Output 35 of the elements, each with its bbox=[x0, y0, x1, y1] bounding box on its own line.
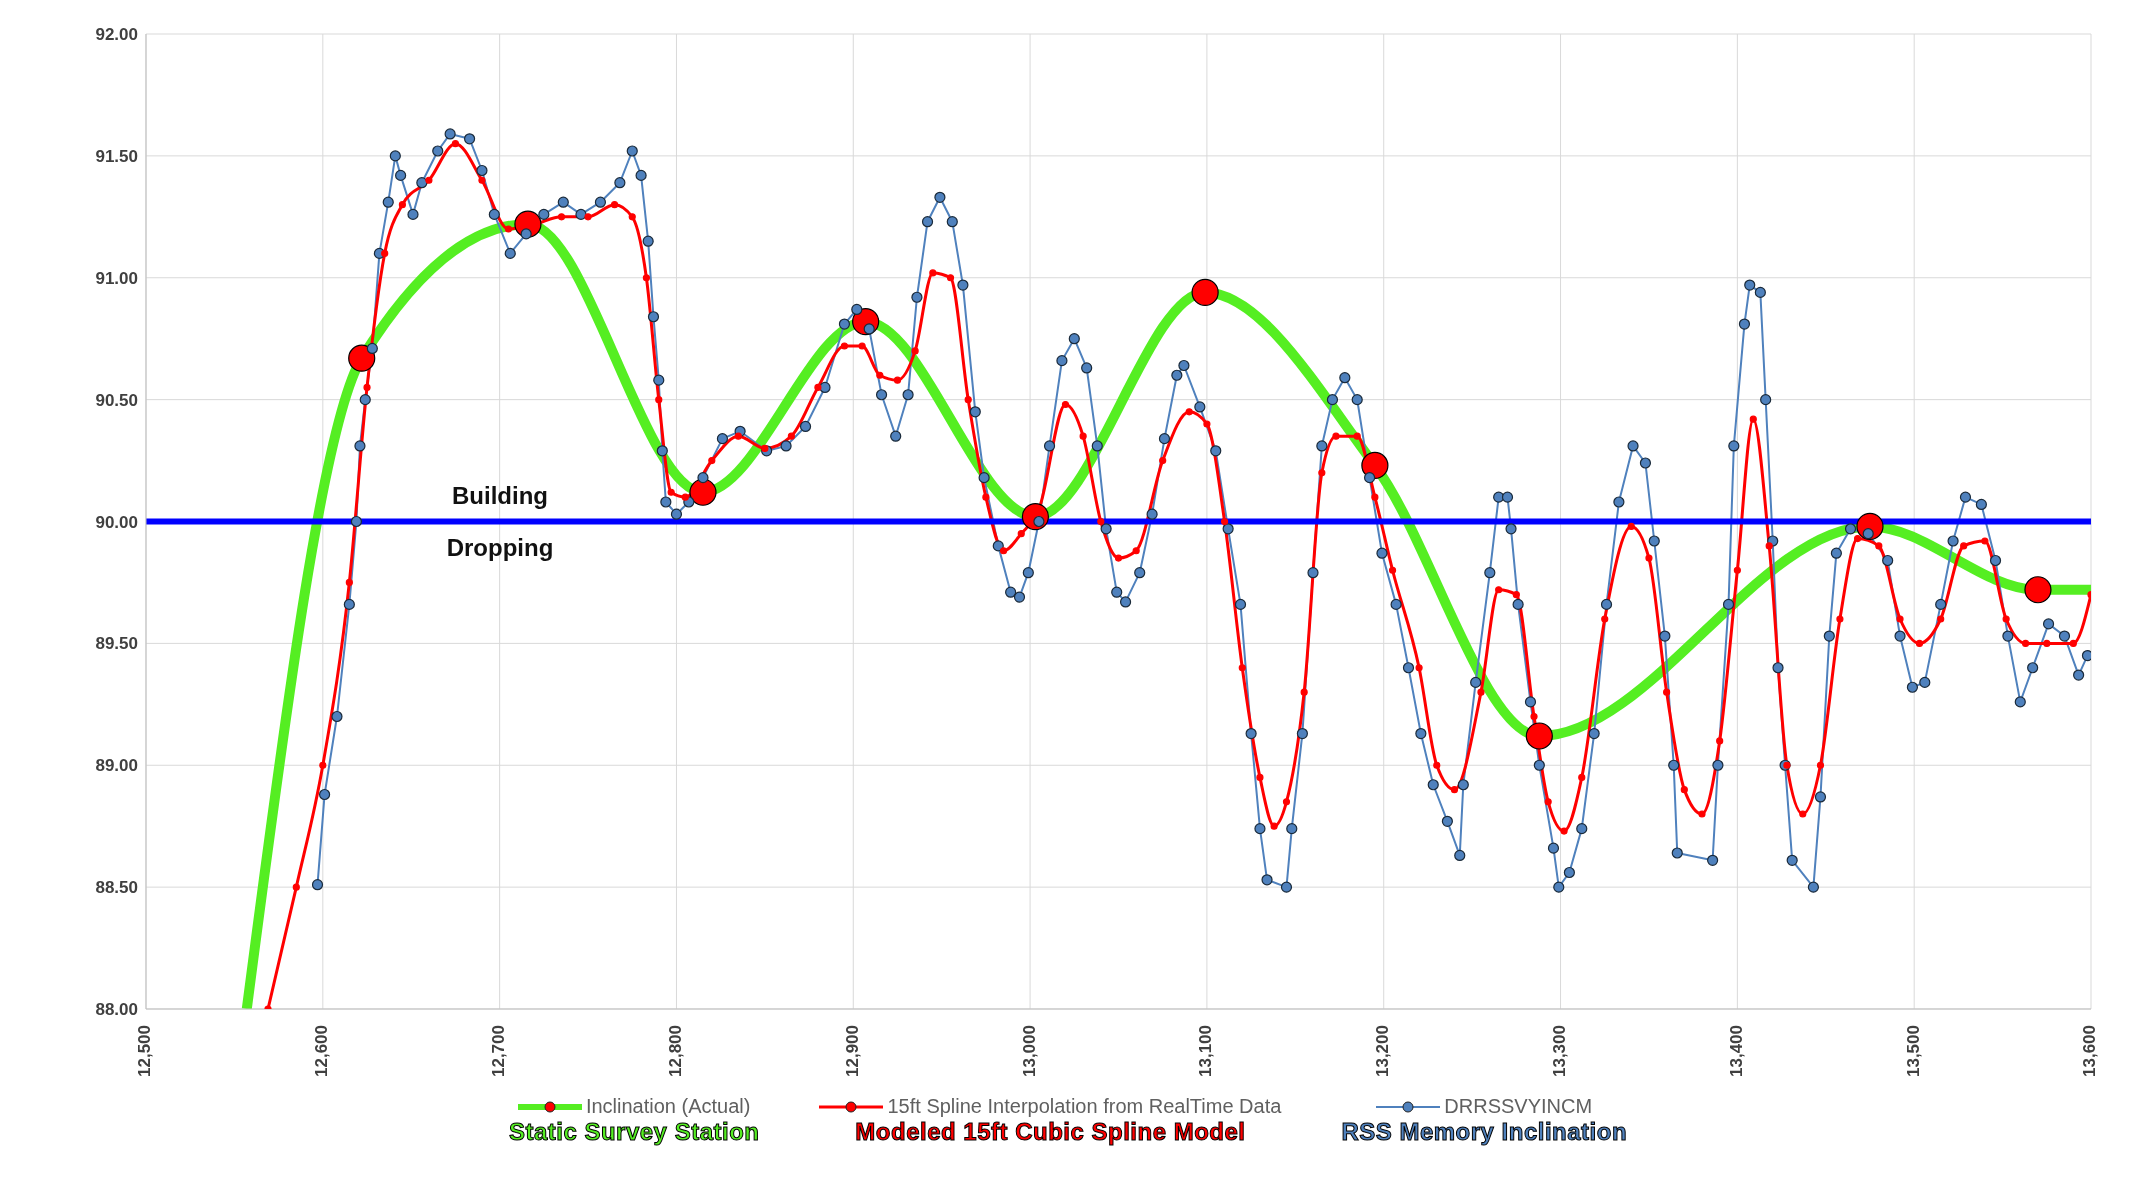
point bbox=[1525, 722, 1553, 750]
legend-label: Inclination (Actual) bbox=[585, 1095, 751, 1118]
x-tick-label: 13,300 bbox=[1550, 1025, 1570, 1077]
x-tick-label: 13,200 bbox=[1373, 1025, 1393, 1077]
x-tick-label: 13,500 bbox=[1903, 1025, 1923, 1077]
x-tick-label: 12,700 bbox=[489, 1025, 509, 1077]
y-tick-label: 90.00 bbox=[95, 512, 138, 532]
x-tick-label: 13,600 bbox=[2080, 1025, 2100, 1077]
point bbox=[1191, 278, 1219, 306]
legend-label: 15ft Spline Interpolation from RealTime Data bbox=[887, 1095, 1282, 1118]
annotation: Building bbox=[451, 481, 549, 510]
point bbox=[348, 344, 376, 372]
text: Modeled 15ft Cubic Spline Model bbox=[855, 1118, 1246, 1146]
x-tick-label: 13,100 bbox=[1196, 1025, 1216, 1077]
annotation: Dropping bbox=[445, 533, 555, 562]
point bbox=[2024, 576, 2052, 604]
x-tick-label: 12,500 bbox=[135, 1025, 155, 1077]
x-tick-label: 12,800 bbox=[665, 1025, 685, 1077]
x-tick-label: 13,400 bbox=[1726, 1025, 1746, 1077]
x-tick-label: 12,600 bbox=[312, 1025, 332, 1077]
y-tick-label: 91.50 bbox=[95, 146, 138, 166]
x-tick-label: 12,900 bbox=[842, 1025, 862, 1077]
y-tick-label: 88.00 bbox=[95, 1000, 138, 1020]
point bbox=[1361, 451, 1389, 480]
text: RSS Memory Inclination bbox=[1341, 1118, 1628, 1146]
legend-label: DRRSSVYINCM bbox=[1444, 1095, 1593, 1118]
point bbox=[689, 478, 717, 506]
text: Static Survey Station bbox=[508, 1118, 760, 1146]
y-tick-label: 90.50 bbox=[95, 390, 138, 410]
y-tick-label: 91.00 bbox=[95, 268, 138, 288]
y-tick-label: 88.50 bbox=[95, 878, 138, 898]
y-tick-label: 92.00 bbox=[95, 25, 138, 45]
y-tick-label: 89.00 bbox=[95, 756, 138, 776]
x-tick-label: 13,000 bbox=[1019, 1025, 1039, 1077]
y-tick-label: 89.50 bbox=[95, 634, 138, 654]
